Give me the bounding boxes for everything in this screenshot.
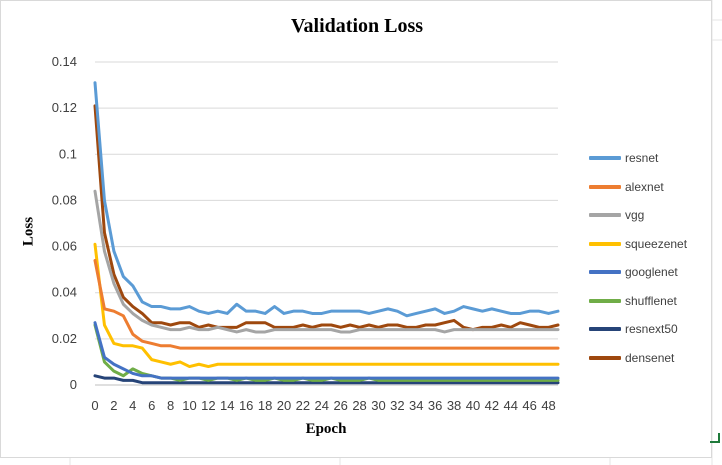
x-tick-label: 46: [522, 398, 536, 413]
x-tick-label: 20: [277, 398, 291, 413]
legend-swatch: [589, 355, 621, 360]
y-tick-label: 0.12: [52, 100, 77, 115]
legend-swatch: [589, 270, 621, 275]
legend-item-alexnet[interactable]: alexnet: [589, 173, 687, 202]
fill-handle-icon[interactable]: [710, 433, 720, 443]
series-line-vgg[interactable]: [93, 189, 560, 334]
y-tick-label: 0.14: [52, 54, 77, 69]
x-tick-label: 38: [447, 398, 461, 413]
chart-title: Validation Loss: [290, 15, 424, 37]
x-tick-label: 10: [182, 398, 196, 413]
legend-label: resnet: [625, 151, 659, 166]
x-tick-label: 42: [485, 398, 499, 413]
series-line-resnet[interactable]: [93, 81, 560, 318]
plot-area: 00.020.040.060.080.10.120.140 2 4 6 8 10 12 14 1…: [52, 54, 560, 413]
x-tick-label: 36: [428, 398, 442, 413]
legend-swatch: [589, 156, 621, 161]
legend-item-densenet[interactable]: densenet: [589, 344, 687, 373]
legend: resnet alexnet vgg squeezenet googlenet shuff…: [589, 144, 687, 372]
x-tick-label: 28: [352, 398, 366, 413]
y-axis-title: Loss: [20, 216, 37, 247]
legend-label: googlenet: [625, 265, 678, 280]
x-tick-label: 16: [239, 398, 253, 413]
x-tick-label: 40: [466, 398, 480, 413]
legend-label: squeezenet: [625, 236, 688, 251]
y-tick-label: 0.04: [52, 285, 77, 300]
series-line-shufflenet[interactable]: [93, 323, 560, 382]
x-tick-label: 32: [390, 398, 404, 413]
legend-item-shufflenet[interactable]: shufflenet: [589, 287, 687, 316]
x-tick-label: 24: [315, 398, 329, 413]
legend-item-vgg[interactable]: vgg: [589, 201, 687, 230]
x-tick-label: 12: [201, 398, 215, 413]
legend-swatch: [589, 327, 621, 332]
legend-swatch: [589, 213, 621, 218]
y-tick-label: 0: [70, 377, 77, 392]
x-tick-label: 34: [409, 398, 423, 413]
y-tick-label: 0.1: [59, 146, 77, 161]
x-tick-label: 44: [504, 398, 518, 413]
series-line-squeezenet[interactable]: [93, 242, 560, 369]
y-tick-label: 0.02: [52, 331, 77, 346]
x-tick-label: 6: [148, 398, 155, 413]
legend-item-resnext50[interactable]: resnext50: [589, 315, 687, 344]
x-tick-label: 8: [167, 398, 174, 413]
legend-label: alexnet: [625, 179, 664, 194]
series-line-resnext50[interactable]: [93, 374, 560, 385]
legend-swatch: [589, 184, 621, 189]
x-axis-title: Epoch: [305, 421, 347, 437]
legend-swatch: [589, 241, 621, 246]
x-tick-label: 18: [258, 398, 272, 413]
x-tick-label: 4: [129, 398, 136, 413]
x-tick-label: 26: [333, 398, 347, 413]
x-tick-label: 22: [296, 398, 310, 413]
legend-label: resnext50: [625, 322, 678, 337]
series-line-alexnet[interactable]: [93, 258, 560, 350]
y-tick-label: 0.06: [52, 239, 77, 254]
legend-item-squeezenet[interactable]: squeezenet: [589, 230, 687, 259]
chart-area[interactable]: Validation Loss 0 0.02 0.04 0.06 0.08 0.1 0.12…: [0, 0, 712, 458]
legend-label: vgg: [625, 208, 645, 223]
x-tick-label: 48: [541, 398, 555, 413]
legend-item-resnet[interactable]: resnet: [589, 144, 687, 173]
legend-swatch: [589, 298, 621, 303]
x-tick-label: 30: [371, 398, 385, 413]
legend-item-googlenet[interactable]: googlenet: [589, 258, 687, 287]
x-tick-label: 2: [110, 398, 117, 413]
series-line-googlenet[interactable]: [93, 321, 560, 380]
legend-label: densenet: [625, 350, 675, 365]
y-tick-label: 0.08: [52, 192, 77, 207]
x-tick-label: 0: [91, 398, 98, 413]
legend-label: shufflenet: [625, 293, 677, 308]
x-tick-label: 14: [220, 398, 234, 413]
series-line-densenet[interactable]: [93, 104, 560, 332]
